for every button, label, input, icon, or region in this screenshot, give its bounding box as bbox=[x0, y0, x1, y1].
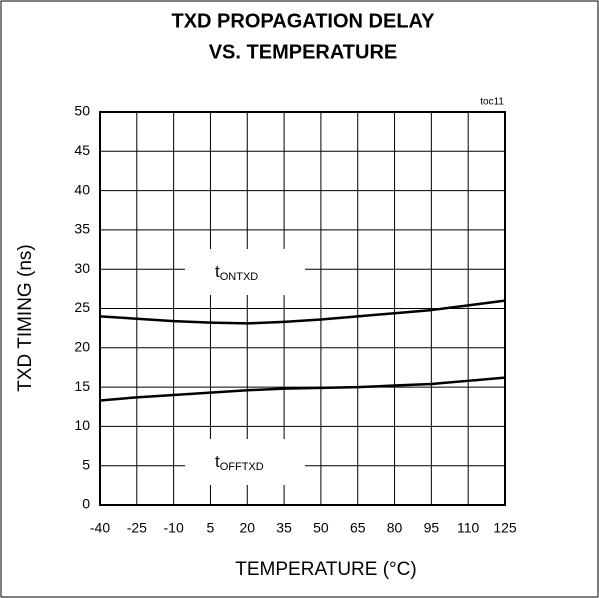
x-tick-label: 125 bbox=[493, 520, 517, 536]
series-line bbox=[99, 376, 506, 402]
x-tick-label: 65 bbox=[350, 520, 366, 536]
y-tick-label: 25 bbox=[74, 299, 90, 315]
x-tick-label: 80 bbox=[387, 520, 403, 536]
y-tick-label: 30 bbox=[74, 260, 90, 276]
x-tick-label: -40 bbox=[90, 520, 110, 536]
x-tick-label: 110 bbox=[457, 520, 480, 536]
plot-frame bbox=[99, 111, 506, 506]
chart-title: VS. TEMPERATURE bbox=[209, 41, 398, 63]
label-background bbox=[185, 439, 305, 485]
y-tick-label: 10 bbox=[74, 417, 90, 433]
x-tick-label: 20 bbox=[239, 520, 255, 536]
y-tick-label: 5 bbox=[82, 456, 90, 472]
x-tick-label: 5 bbox=[207, 520, 215, 536]
label-background bbox=[185, 249, 305, 295]
y-tick-label: 50 bbox=[74, 103, 90, 119]
y-tick-label: 45 bbox=[74, 142, 90, 158]
series-label-sub: ONTXD bbox=[220, 271, 259, 283]
x-tick-label: -10 bbox=[164, 520, 184, 536]
x-tick-label: 50 bbox=[313, 520, 329, 536]
chart-title: TXD PROPAGATION DELAY bbox=[172, 10, 436, 32]
x-tick-label: 35 bbox=[276, 520, 292, 536]
series-label: tONTXD bbox=[215, 262, 258, 282]
y-tick-label: 15 bbox=[74, 378, 90, 394]
y-axis-label: TXD TIMING (ns) bbox=[15, 244, 36, 391]
series-line bbox=[99, 299, 506, 325]
y-tick-label: 0 bbox=[82, 496, 90, 512]
series-label: tOFFTXD bbox=[215, 452, 264, 472]
x-tick-label: -25 bbox=[127, 520, 147, 536]
x-tick-label: 95 bbox=[424, 520, 440, 536]
y-tick-label: 35 bbox=[74, 221, 90, 237]
x-axis-label: TEMPERATURE (°C) bbox=[235, 559, 416, 580]
y-tick-label: 20 bbox=[74, 339, 90, 355]
series-label-main: t bbox=[215, 262, 220, 281]
series-label-sub: OFFTXD bbox=[220, 461, 264, 473]
annotation: toc11 bbox=[480, 97, 504, 108]
series-label-main: t bbox=[215, 452, 220, 471]
y-tick-label: 40 bbox=[74, 181, 90, 197]
